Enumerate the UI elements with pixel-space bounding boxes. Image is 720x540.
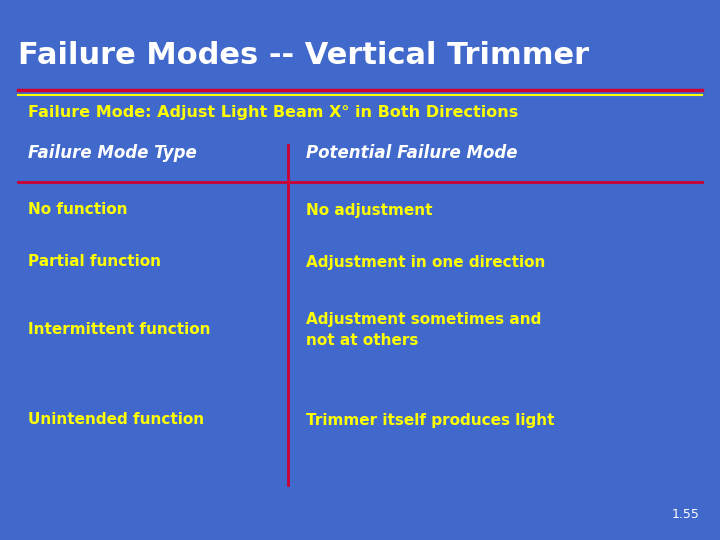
Text: Adjustment in one direction: Adjustment in one direction bbox=[306, 254, 545, 269]
Text: Failure Modes -- Vertical Trimmer: Failure Modes -- Vertical Trimmer bbox=[18, 41, 589, 70]
Text: Failure Mode Type: Failure Mode Type bbox=[28, 144, 197, 162]
Text: Potential Failure Mode: Potential Failure Mode bbox=[306, 144, 518, 162]
Text: Unintended function: Unintended function bbox=[28, 413, 204, 428]
Text: Intermittent function: Intermittent function bbox=[28, 322, 210, 338]
Text: Trimmer itself produces light: Trimmer itself produces light bbox=[306, 413, 554, 428]
Text: No function: No function bbox=[28, 202, 127, 218]
Text: Failure Mode: Adjust Light Beam X° in Both Directions: Failure Mode: Adjust Light Beam X° in Bo… bbox=[28, 105, 518, 120]
Text: 1.55: 1.55 bbox=[672, 509, 700, 522]
Text: No adjustment: No adjustment bbox=[306, 202, 433, 218]
Text: Partial function: Partial function bbox=[28, 254, 161, 269]
Text: Adjustment sometimes and
not at others: Adjustment sometimes and not at others bbox=[306, 312, 541, 348]
